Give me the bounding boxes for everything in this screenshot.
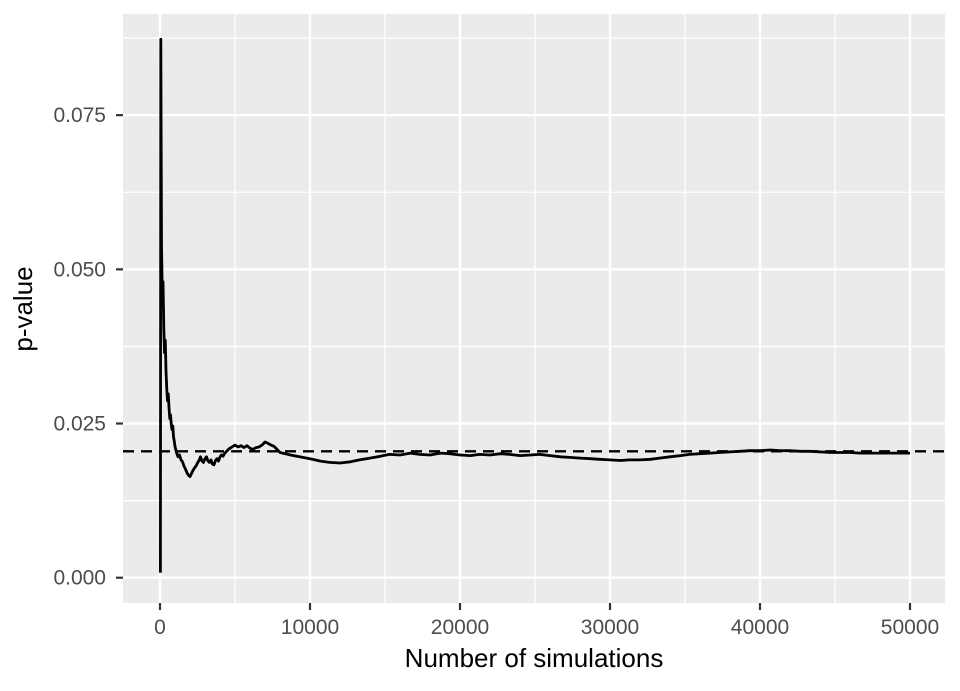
panel-background — [123, 14, 945, 603]
y-tick-label: 0.075 — [53, 104, 106, 127]
x-axis-title: Number of simulations — [405, 643, 664, 673]
plot-panel — [123, 14, 945, 603]
x-tick-label: 40000 — [731, 616, 789, 639]
y-axis-title: p-value — [8, 266, 38, 351]
axes: 0 10000 20000 30000 40000 50000 0.000 0.025 0.05… — [53, 104, 939, 639]
x-tick-label: 30000 — [581, 616, 639, 639]
y-tick-label: 0.050 — [53, 258, 106, 281]
y-tick-label: 0.000 — [53, 567, 106, 590]
x-tick-label: 20000 — [431, 616, 489, 639]
data-series — [123, 37, 945, 573]
x-tick-label: 10000 — [281, 616, 339, 639]
grid-lines — [123, 14, 945, 603]
y-tick-label: 0.025 — [53, 413, 106, 436]
x-tick-label: 50000 — [881, 616, 939, 639]
x-tick-label: 0 — [154, 616, 166, 639]
pvalue-line — [158, 37, 910, 573]
